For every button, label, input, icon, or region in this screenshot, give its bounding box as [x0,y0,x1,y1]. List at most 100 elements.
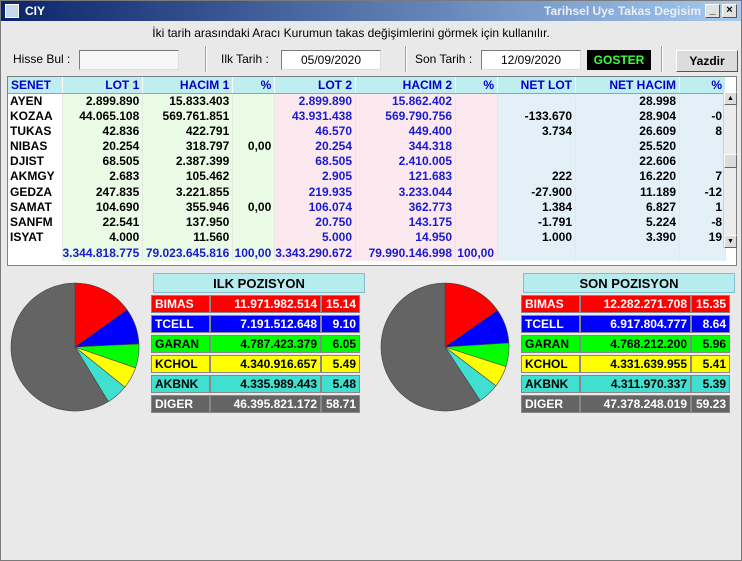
table-row[interactable]: TUKAS 42.836 422.791 46.570 449.400 3.734 26.6… [8,123,726,139]
end-date-field[interactable]: 12/09/2020 [481,50,581,70]
row-cell: 68.505 [274,154,356,170]
row-cell: 15.833.403 [142,93,234,109]
totals-row: 3.344.818.775 79.023.645.816 100,00 3.343.2… [8,245,726,262]
col-header-hacim1[interactable]: HACIM 1 [142,77,234,94]
son-symbol: TCELL [521,315,580,333]
table-row[interactable]: SAMAT 104.690 355.946 0,00 106.074 362.773 1.3… [8,199,726,215]
table-row[interactable]: DJIST 68.505 2.387.399 68.505 2.410.005 22.60… [8,154,726,170]
row-cell: 16.220 [575,169,680,185]
row-cell: -8 [679,214,726,230]
row-symbol: SANFM [8,214,63,230]
table-row[interactable]: AYEN 2.899.890 15.833.403 2.899.890 15.862.4… [8,93,726,109]
son-value: 47.378.248.019 [580,395,691,413]
total-cell: 79.990.146.998 [355,245,456,262]
scroll-thumb[interactable] [724,154,737,168]
col-header-pct2[interactable]: % [455,77,498,94]
ilk-symbol: AKBNK [151,375,210,393]
scroll-down-icon[interactable]: ▼ [724,235,737,248]
ilk-pie-chart [10,282,140,412]
son-row: DIGER 47.378.248.019 59.23 [521,395,730,413]
ilk-symbol: KCHOL [151,355,210,373]
son-pct: 5.41 [691,355,730,373]
show-button[interactable]: GOSTER [587,50,651,70]
ilk-symbol: GARAN [151,335,210,353]
row-cell: 1.384 [497,199,576,215]
close-icon[interactable]: × [722,4,737,18]
son-row: AKBNK 4.311.970.337 5.39 [521,375,730,393]
col-header-pct3[interactable]: % [679,77,726,94]
row-cell [232,184,276,200]
start-date-field[interactable]: 05/09/2020 [281,50,381,70]
table-row[interactable]: ISYAT 4.000 11.560 5.000 14.950 1.000 3.390 19 [8,230,726,246]
row-symbol: GEDZA [8,184,63,200]
row-cell: 449.400 [355,123,456,139]
grid-scrollbar[interactable]: ▲ ▼ [723,92,737,248]
ilk-row: TCELL 7.191.512.648 9.10 [151,315,360,333]
row-cell [455,138,498,155]
total-cell: 3.343.290.672 [274,245,356,262]
row-cell [232,230,276,246]
data-grid[interactable]: SENET LOT 1 HACIM 1 % LOT 2 HACIM 2 % NE… [7,76,737,266]
son-symbol: BIMAS [521,295,580,313]
row-cell: -27.900 [497,184,576,200]
row-cell: 11.560 [142,230,234,246]
row-cell: 219.935 [274,184,356,200]
row-symbol: KOZAA [8,108,63,124]
row-cell: 121.683 [355,169,456,185]
row-cell: -12 [679,184,726,200]
print-button[interactable]: Yazdir [676,50,738,72]
row-cell [497,93,576,109]
row-cell: 569.761.851 [142,108,234,124]
row-cell: 5.000 [274,230,356,246]
total-cell: 79.023.645.816 [142,245,234,262]
row-cell: 569.790.756 [355,108,456,124]
col-header-senet[interactable]: SENET [8,77,63,94]
row-cell: 22.541 [62,214,144,230]
col-header-lot2[interactable]: LOT 2 [274,77,356,94]
minimize-icon[interactable]: _ [705,4,720,18]
title-bar[interactable]: CIY Tarihsel Uye Takas Degisim _ × [1,1,741,21]
row-cell: 68.505 [62,154,144,170]
table-row[interactable]: NIBAS 20.254 318.797 0,00 20.254 344.318 25.52… [8,138,726,155]
row-cell: 2.905 [274,169,356,185]
son-symbol: KCHOL [521,355,580,373]
row-cell: 2.410.005 [355,154,456,170]
row-cell [679,93,726,109]
row-cell: 46.570 [274,123,356,139]
search-label: Hisse Bul : [13,52,71,66]
son-position-table: BIMAS 12.282.271.708 15.35 TCELL 6.917.804.7… [521,293,730,415]
ilk-symbol: TCELL [151,315,210,333]
son-pie-chart [380,282,510,412]
total-cell [679,245,726,262]
col-header-lot1[interactable]: LOT 1 [62,77,144,94]
col-header-netlot[interactable]: NET LOT [497,77,576,94]
col-header-nethacim[interactable]: NET HACIM [575,77,680,94]
son-value: 12.282.271.708 [580,295,691,313]
ilk-symbol: BIMAS [151,295,210,313]
total-cell [8,245,63,262]
col-header-hacim2[interactable]: HACIM 2 [355,77,456,94]
row-cell: 28.904 [575,108,680,124]
row-cell: 7 [679,169,726,185]
row-symbol: DJIST [8,154,63,170]
col-header-pct1[interactable]: % [232,77,276,94]
table-row[interactable]: AKMGY 2.683 105.462 2.905 121.683 222 16.220 7 [8,169,726,185]
table-row[interactable]: GEDZA 247.835 3.221.855 219.935 3.233.044 -27… [8,184,726,200]
search-input[interactable] [79,50,179,70]
row-cell: 422.791 [142,123,234,139]
row-cell [497,138,576,155]
row-cell: 28.998 [575,93,680,109]
ilk-position-table: BIMAS 11.971.982.514 15.14 TCELL 7.191.512.6… [151,293,360,415]
total-cell: 100,00 [455,245,498,262]
ilk-value: 4.787.423.379 [210,335,321,353]
table-row[interactable]: KOZAA 44.065.108 569.761.851 43.931.438 569.… [8,108,726,124]
total-cell [575,245,680,262]
row-cell [232,214,276,230]
row-cell: 3.390 [575,230,680,246]
row-cell [497,154,576,170]
son-title: SON POZISYON [523,273,735,293]
table-row[interactable]: SANFM 22.541 137.950 20.750 143.175 -1.791 5.2… [8,214,726,230]
row-cell: -133.670 [497,108,576,124]
scroll-up-icon[interactable]: ▲ [724,92,737,105]
